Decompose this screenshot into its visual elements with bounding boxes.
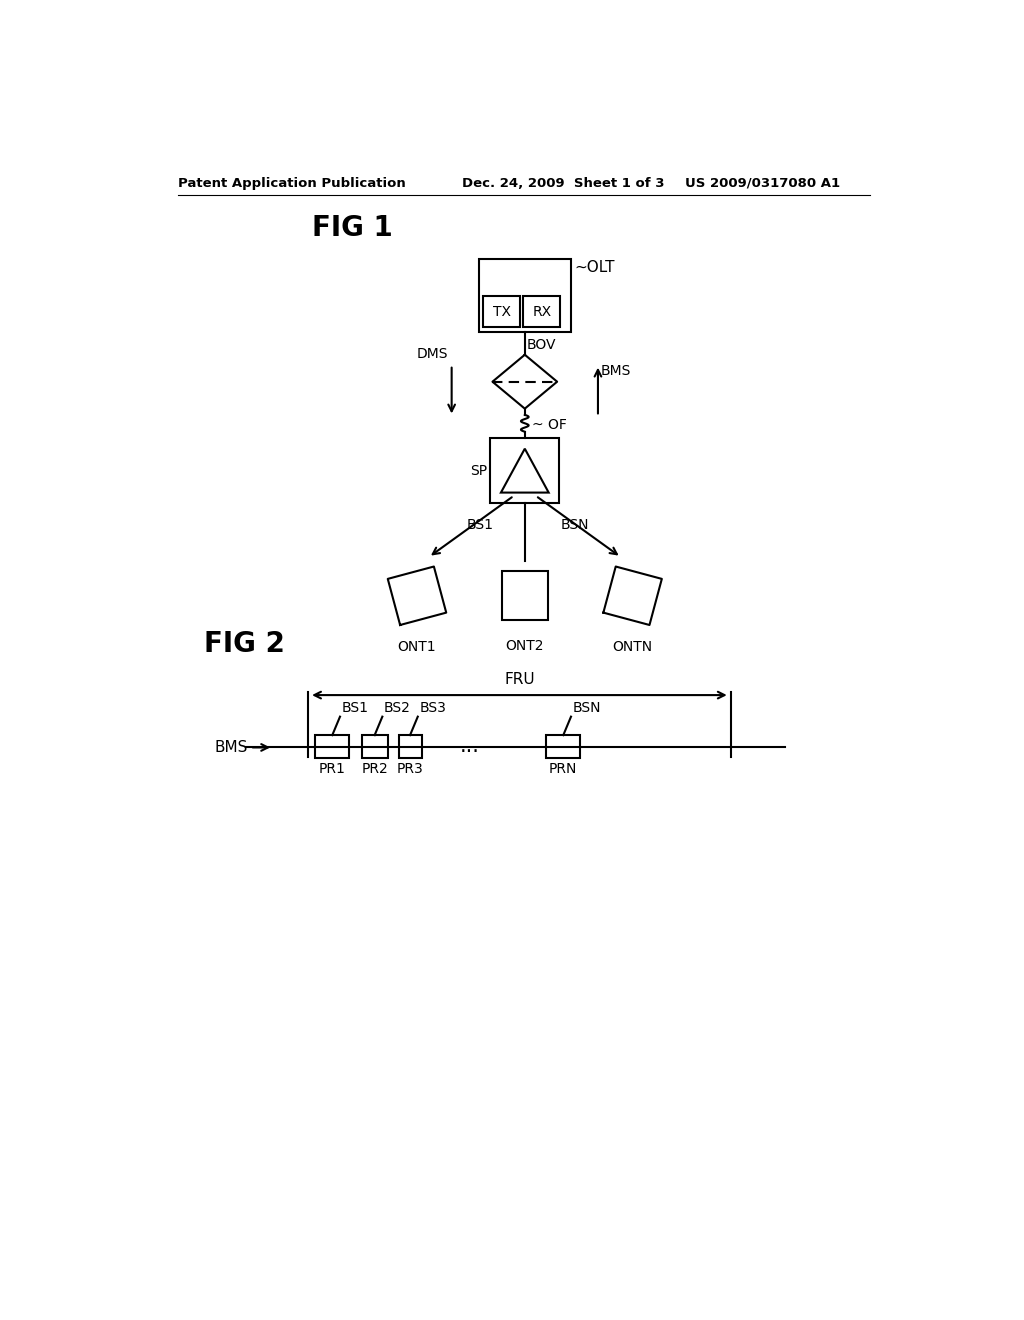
Text: BMS: BMS [601, 364, 632, 378]
Bar [361, 735, 388, 758]
Text: FIG 2: FIG 2 [204, 630, 285, 657]
Text: ONTN: ONTN [612, 640, 652, 655]
Text: PR2: PR2 [361, 762, 388, 776]
Text: BMS: BMS [214, 741, 248, 755]
Text: BS2: BS2 [384, 701, 411, 715]
Text: US 2009/0317080 A1: US 2009/0317080 A1 [685, 177, 840, 190]
Text: TX: TX [493, 305, 511, 318]
Text: PR3: PR3 [396, 762, 424, 776]
Text: Dec. 24, 2009  Sheet 1 of 3: Dec. 24, 2009 Sheet 1 of 3 [462, 177, 665, 190]
Bar [315, 735, 349, 758]
Text: FIG 1: FIG 1 [311, 214, 392, 242]
Text: DMS: DMS [417, 347, 449, 360]
Text: BS1: BS1 [342, 701, 369, 715]
Bar [490, 438, 559, 503]
Bar [547, 735, 581, 758]
Bar [483, 296, 520, 327]
Bar [523, 296, 560, 327]
Text: PR1: PR1 [318, 762, 346, 776]
Text: Patent Application Publication: Patent Application Publication [178, 177, 407, 190]
Text: SP: SP [470, 463, 487, 478]
Text: BOV: BOV [527, 338, 557, 351]
Text: BS3: BS3 [419, 701, 446, 715]
Text: ONT1: ONT1 [397, 640, 436, 655]
Text: BS1: BS1 [467, 517, 494, 532]
Text: ~ OF: ~ OF [531, 418, 566, 432]
Text: PRN: PRN [549, 762, 578, 776]
Text: BSN: BSN [560, 517, 589, 532]
Text: RX: RX [532, 305, 551, 318]
Text: ...: ... [460, 737, 479, 756]
Text: ~OLT: ~OLT [574, 260, 614, 276]
Bar [398, 735, 422, 758]
Text: FRU: FRU [504, 672, 535, 688]
Text: BSN: BSN [572, 701, 601, 715]
Bar [502, 572, 548, 620]
Text: ONT2: ONT2 [506, 639, 544, 653]
Bar [478, 259, 571, 331]
